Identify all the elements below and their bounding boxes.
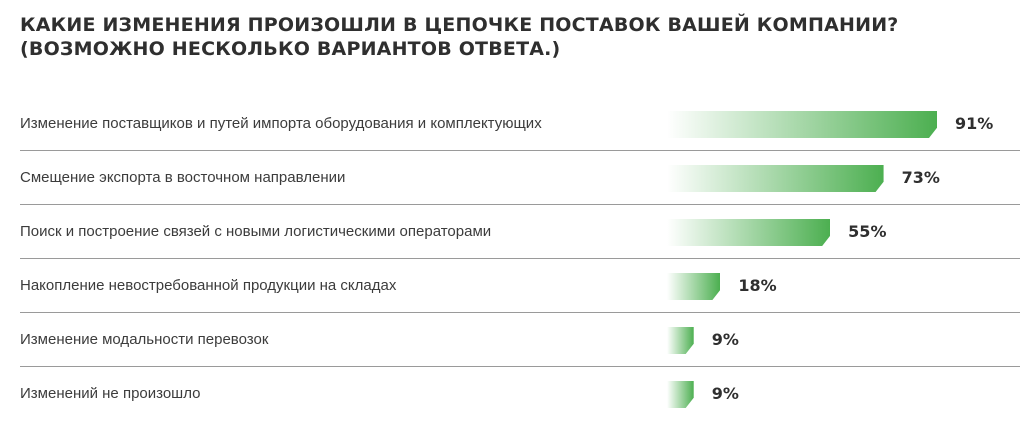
value-label: 55% <box>848 222 887 241</box>
row-divider <box>20 204 1020 205</box>
category-label: Поиск и построение связей с новыми логис… <box>20 223 492 240</box>
category-label: Изменение поставщиков и путей импорта об… <box>20 115 542 132</box>
category-label: Изменений не произошло <box>20 385 201 402</box>
bar <box>667 381 694 408</box>
chart-title: КАКИЕ ИЗМЕНЕНИЯ ПРОИЗОШЛИ В ЦЕПОЧКЕ ПОСТ… <box>20 13 960 61</box>
category-label: Смещение экспорта в восточном направлени… <box>20 169 346 186</box>
value-label: 73% <box>901 168 940 187</box>
value-label: 9% <box>711 384 739 403</box>
bar <box>667 273 720 300</box>
category-label: Накопление невостребованной продукции на… <box>20 277 397 294</box>
chart-row: Поиск и построение связей с новыми логис… <box>0 205 1024 259</box>
bar <box>667 219 830 246</box>
row-divider <box>20 150 1020 151</box>
row-divider <box>20 312 1020 313</box>
row-divider <box>20 258 1020 259</box>
chart-row: Смещение экспорта в восточном направлени… <box>0 151 1024 205</box>
chart-row: Изменение модальности перевозок 9% <box>0 313 1024 367</box>
value-label: 18% <box>738 276 777 295</box>
bar <box>667 165 884 192</box>
category-label: Изменение модальности перевозок <box>20 331 269 348</box>
chart-title-line-1: КАКИЕ ИЗМЕНЕНИЯ ПРОИЗОШЛИ В ЦЕПОЧКЕ ПОСТ… <box>20 14 899 36</box>
value-label: 91% <box>955 114 994 133</box>
chart-title-line-2: (ВОЗМОЖНО НЕСКОЛЬКО ВАРИАНТОВ ОТВЕТА.) <box>20 38 561 60</box>
chart-row: Изменение поставщиков и путей импорта об… <box>0 97 1024 151</box>
bar <box>667 111 937 138</box>
value-label: 9% <box>711 330 739 349</box>
bar <box>667 327 694 354</box>
row-divider <box>20 366 1020 367</box>
chart-row: Изменений не произошло 9% <box>0 367 1024 421</box>
chart-row: Накопление невостребованной продукции на… <box>0 259 1024 313</box>
